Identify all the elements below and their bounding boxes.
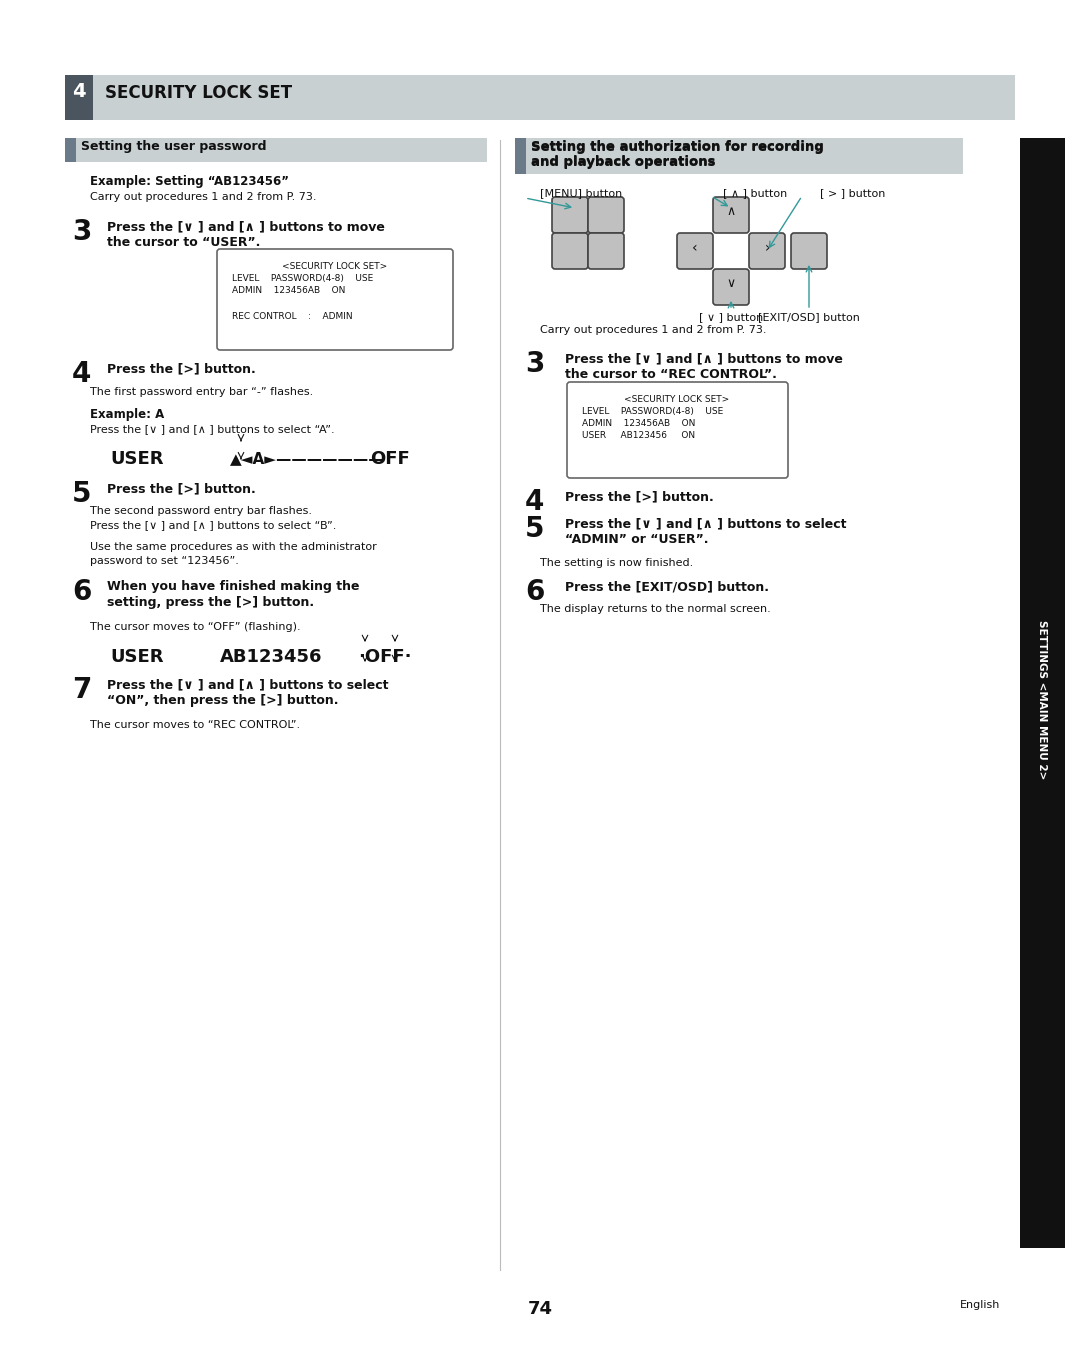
Text: USER: USER [110, 450, 163, 468]
Text: Setting the authorization for recording: Setting the authorization for recording [531, 140, 824, 154]
Bar [65, 75, 93, 120]
Text: When you have finished making the: When you have finished making the [107, 580, 360, 593]
FancyBboxPatch shape [217, 249, 453, 350]
Text: English: English [960, 1299, 1000, 1310]
Text: ▲◄A►———————: ▲◄A►——————— [230, 452, 384, 466]
FancyBboxPatch shape [588, 197, 624, 233]
Bar [515, 137, 963, 162]
Text: the cursor to “USER”.: the cursor to “USER”. [107, 236, 260, 249]
FancyBboxPatch shape [791, 233, 827, 270]
Text: ADMIN    123456AB    ON: ADMIN 123456AB ON [232, 286, 346, 295]
Text: Press the [∨ ] and [∧ ] buttons to select “A”.: Press the [∨ ] and [∧ ] buttons to selec… [90, 425, 335, 434]
Text: Setting the user password: Setting the user password [81, 140, 267, 154]
Text: Press the [∨ ] and [∧ ] buttons to move: Press the [∨ ] and [∧ ] buttons to move [107, 220, 384, 233]
Text: The setting is now finished.: The setting is now finished. [540, 558, 693, 568]
FancyBboxPatch shape [713, 270, 750, 305]
Text: REC CONTROL          ADMIN: REC CONTROL ADMIN [582, 443, 705, 452]
Bar [226, 297, 444, 309]
Text: Press the [>] button.: Press the [>] button. [107, 363, 256, 375]
FancyBboxPatch shape [552, 233, 588, 270]
Text: USER     --------    OFF: USER -------- OFF [232, 298, 325, 307]
FancyBboxPatch shape [552, 197, 588, 233]
Text: Press the [∨ ] and [∧ ] buttons to move: Press the [∨ ] and [∧ ] buttons to move [565, 352, 842, 365]
Text: ·OFF·: ·OFF· [357, 648, 411, 666]
Text: the cursor to “REC CONTROL”.: the cursor to “REC CONTROL”. [565, 368, 777, 381]
Text: The cursor moves to “OFF” (flashing).: The cursor moves to “OFF” (flashing). [90, 621, 300, 632]
Text: REC CONTROL    :    ADMIN: REC CONTROL : ADMIN [232, 311, 353, 321]
Text: [ ∧ ] button: [ ∧ ] button [723, 187, 787, 198]
Text: setting, press the [>] button.: setting, press the [>] button. [107, 596, 314, 609]
Text: <SECURITY LOCK SET>: <SECURITY LOCK SET> [282, 262, 388, 271]
Text: The second password entry bar flashes.: The second password entry bar flashes. [90, 506, 312, 516]
Text: Press the [∨ ] and [∧ ] buttons to select: Press the [∨ ] and [∧ ] buttons to selec… [565, 518, 847, 530]
Bar [576, 441, 779, 454]
FancyBboxPatch shape [750, 233, 785, 270]
Text: Press the [∨ ] and [∧ ] buttons to select “B”.: Press the [∨ ] and [∧ ] buttons to selec… [90, 520, 336, 530]
Text: Example: Setting “AB123456”: Example: Setting “AB123456” [90, 175, 289, 187]
Text: [MENU] button: [MENU] button [540, 187, 622, 198]
Text: and playback operations: and playback operations [531, 156, 715, 168]
Text: USER: USER [110, 648, 163, 666]
Text: and playback operations: and playback operations [531, 155, 715, 168]
Bar [515, 137, 526, 162]
Text: SETTINGS <MAIN MENU 2>: SETTINGS <MAIN MENU 2> [1037, 620, 1047, 779]
Text: USER     AB123456     ON: USER AB123456 ON [582, 431, 696, 439]
Text: The cursor moves to “REC CONTROL”.: The cursor moves to “REC CONTROL”. [90, 720, 300, 731]
Text: AB123456: AB123456 [220, 648, 323, 666]
Text: 4: 4 [72, 82, 85, 101]
Text: SECURITY LOCK SET: SECURITY LOCK SET [105, 84, 292, 102]
Text: ∧: ∧ [727, 205, 735, 218]
Text: LEVEL    PASSWORD(4-8)    USE: LEVEL PASSWORD(4-8) USE [232, 274, 374, 283]
Text: 5: 5 [72, 480, 92, 508]
Text: ADMIN    123456AB    ON: ADMIN 123456AB ON [582, 419, 696, 429]
Text: <SECURITY LOCK SET>: <SECURITY LOCK SET> [624, 395, 730, 404]
Bar [515, 137, 963, 174]
Text: Setting the authorization for recording: Setting the authorization for recording [531, 142, 824, 154]
Text: 4: 4 [525, 488, 544, 516]
Text: 7: 7 [72, 675, 92, 704]
Text: “ADMIN” or “USER”.: “ADMIN” or “USER”. [565, 532, 708, 546]
Bar [65, 137, 487, 162]
Text: 74: 74 [527, 1299, 553, 1318]
Text: password to set “123456”.: password to set “123456”. [90, 555, 239, 566]
FancyBboxPatch shape [713, 197, 750, 233]
FancyBboxPatch shape [677, 233, 713, 270]
Text: 4: 4 [72, 360, 92, 388]
Text: The display returns to the normal screen.: The display returns to the normal screen… [540, 604, 771, 613]
Text: 5: 5 [525, 515, 544, 543]
Bar [65, 137, 76, 162]
Text: The first password entry bar “-” flashes.: The first password entry bar “-” flashes… [90, 387, 313, 398]
Text: 6: 6 [72, 578, 92, 607]
Text: Carry out procedures 1 and 2 from P. 73.: Carry out procedures 1 and 2 from P. 73. [90, 191, 316, 202]
Text: Press the [∨ ] and [∧ ] buttons to select: Press the [∨ ] and [∧ ] buttons to selec… [107, 678, 389, 692]
Text: 6: 6 [525, 578, 544, 607]
Text: “ON”, then press the [>] button.: “ON”, then press the [>] button. [107, 694, 338, 706]
Text: [ > ] button: [ > ] button [820, 187, 886, 198]
Text: Carry out procedures 1 and 2 from P. 73.: Carry out procedures 1 and 2 from P. 73. [540, 325, 767, 336]
Text: Use the same procedures as with the administrator: Use the same procedures as with the admi… [90, 542, 377, 551]
Text: ∨: ∨ [727, 276, 735, 290]
Text: [ ∨ ] button: [ ∨ ] button [699, 311, 764, 322]
Text: [EXIT/OSD] button: [EXIT/OSD] button [758, 311, 860, 322]
Text: ›: › [765, 241, 770, 255]
FancyBboxPatch shape [567, 381, 788, 479]
Bar [1020, 137, 1065, 1248]
Text: Press the [>] button.: Press the [>] button. [565, 491, 714, 503]
Bar [515, 137, 526, 174]
Text: Press the [EXIT/OSD] button.: Press the [EXIT/OSD] button. [565, 580, 769, 593]
FancyBboxPatch shape [588, 233, 624, 270]
Text: LEVEL    PASSWORD(4-8)    USE: LEVEL PASSWORD(4-8) USE [582, 407, 724, 417]
Text: OFF: OFF [370, 450, 409, 468]
Text: ‹: ‹ [692, 241, 698, 255]
Text: 3: 3 [72, 218, 92, 245]
Text: Example: A: Example: A [90, 408, 164, 421]
Text: 3: 3 [525, 350, 544, 377]
Bar [65, 75, 1015, 120]
Text: Press the [>] button.: Press the [>] button. [107, 483, 256, 495]
